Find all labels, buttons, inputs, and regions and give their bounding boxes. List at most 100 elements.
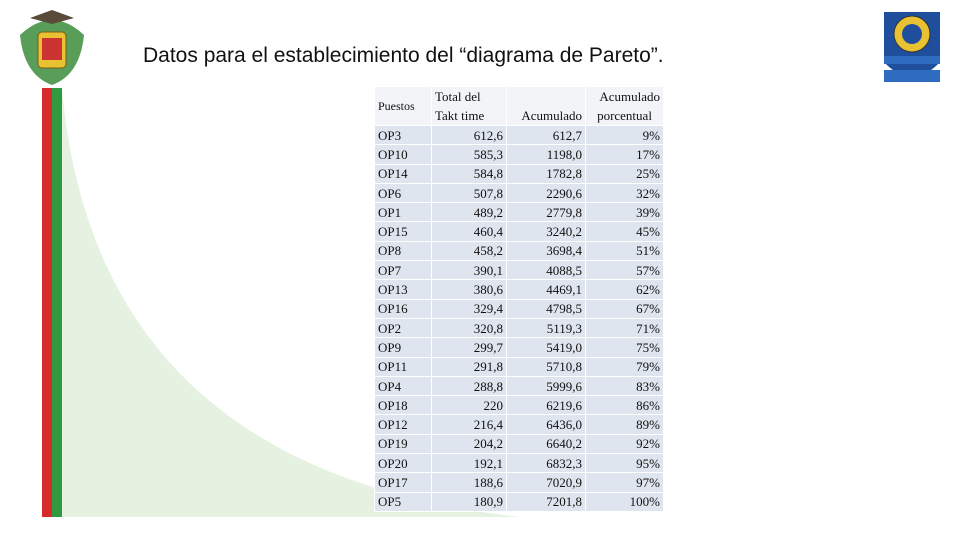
header-cell: Puestos — [374, 86, 432, 126]
table-row: OP18 220 6219,6 86% — [374, 395, 664, 416]
table-cell: OP19 — [374, 433, 432, 455]
table-cell: OP4 — [374, 375, 432, 397]
table-cell: OP17 — [374, 472, 432, 493]
table-cell: 299,7 — [431, 337, 507, 358]
header-cell: Acumulado — [506, 86, 586, 126]
table-cell: OP13 — [374, 279, 432, 300]
header-cell: Total del Takt time — [431, 86, 507, 126]
table-row: OP3 612,6 612,7 9% — [374, 124, 664, 146]
table-cell: 5710,8 — [506, 356, 586, 377]
table-cell: 95% — [585, 453, 664, 474]
table-cell: 192,1 — [431, 453, 507, 474]
table-cell: 507,8 — [431, 182, 507, 204]
table-cell: 458,2 — [431, 240, 507, 262]
pareto-table: Puestos Total del Takt time Acumulado Acumul… — [374, 86, 664, 512]
table-cell: 6832,3 — [506, 453, 586, 474]
table-cell: OP9 — [374, 337, 432, 358]
table-cell: OP11 — [374, 356, 432, 377]
table-cell: 489,2 — [431, 202, 507, 223]
header-text: porcentual — [597, 108, 652, 123]
header-text: Total del — [435, 89, 481, 104]
table-cell: 6436,0 — [506, 414, 586, 435]
table-cell: 460,4 — [431, 221, 507, 242]
table-row: OP10 585,3 1198,0 17% — [374, 144, 664, 165]
table-cell: 62% — [585, 279, 664, 300]
table-cell: 79% — [585, 356, 664, 377]
table-cell: 4798,5 — [506, 298, 586, 319]
table-cell: OP10 — [374, 144, 432, 165]
table-row: OP11 291,8 5710,8 79% — [374, 356, 664, 377]
table-cell: OP7 — [374, 260, 432, 281]
table-cell: 612,6 — [431, 124, 507, 146]
table-cell: 39% — [585, 202, 664, 223]
table-cell: OP15 — [374, 221, 432, 242]
table-cell: 7020,9 — [506, 472, 586, 493]
table-cell: 204,2 — [431, 433, 507, 455]
table-cell: 2290,6 — [506, 182, 586, 204]
table-cell: OP5 — [374, 491, 432, 512]
table-cell: 585,3 — [431, 144, 507, 165]
table-cell: 5119,3 — [506, 317, 586, 339]
table-cell: 288,8 — [431, 375, 507, 397]
table-cell: 17% — [585, 144, 664, 165]
table-cell: OP16 — [374, 298, 432, 319]
table-cell: 188,6 — [431, 472, 507, 493]
header-text: Puestos — [378, 98, 415, 113]
background-curve — [62, 88, 520, 517]
table-cell: OP20 — [374, 453, 432, 474]
table-row: OP13 380,6 4469,1 62% — [374, 279, 664, 300]
table-cell: 6640,2 — [506, 433, 586, 455]
table-cell: 100% — [585, 491, 664, 512]
table-cell: OP3 — [374, 124, 432, 146]
table-cell: 390,1 — [431, 260, 507, 281]
table-row: OP20 192,1 6832,3 95% — [374, 453, 664, 474]
header-row: Puestos Total del Takt time Acumulado Acumul… — [374, 86, 664, 126]
table-row: OP16 329,4 4798,5 67% — [374, 298, 664, 319]
table-cell: 89% — [585, 414, 664, 435]
table-cell: OP2 — [374, 317, 432, 339]
table-cell: 180,9 — [431, 491, 507, 512]
table-cell: 45% — [585, 221, 664, 242]
header-cell: Acumulado porcentual — [585, 86, 664, 126]
table-cell: 2779,8 — [506, 202, 586, 223]
header-text: Acumulado — [599, 89, 660, 104]
table-row: OP17 188,6 7020,9 97% — [374, 472, 664, 493]
table-row: OP14 584,8 1782,8 25% — [374, 163, 664, 184]
header-text: Takt time — [435, 108, 485, 123]
slide-title: Datos para el establecimiento del “diagr… — [143, 44, 664, 67]
left-logo — [20, 10, 84, 85]
table-cell: 612,7 — [506, 124, 586, 146]
table-cell: 51% — [585, 240, 664, 262]
table-cell: 3698,4 — [506, 240, 586, 262]
table-cell: 220 — [431, 395, 507, 416]
table-cell: 329,4 — [431, 298, 507, 319]
green-stripe — [52, 88, 62, 517]
table-cell: 380,6 — [431, 279, 507, 300]
table-cell: 1198,0 — [506, 144, 586, 165]
table-cell: 25% — [585, 163, 664, 184]
table-cell: 5999,6 — [506, 375, 586, 397]
table-cell: 32% — [585, 182, 664, 204]
header-text: Acumulado — [521, 108, 582, 123]
table-row: OP8 458,2 3698,4 51% — [374, 240, 664, 262]
table-cell: 320,8 — [431, 317, 507, 339]
table-row: OP6 507,8 2290,6 32% — [374, 182, 664, 204]
table-row: OP1 489,2 2779,8 39% — [374, 202, 664, 223]
table-cell: 9% — [585, 124, 664, 146]
table-cell: OP18 — [374, 395, 432, 416]
table-cell: 86% — [585, 395, 664, 416]
table-cell: 97% — [585, 472, 664, 493]
table-cell: OP12 — [374, 414, 432, 435]
table-cell: 3240,2 — [506, 221, 586, 242]
table-cell: 83% — [585, 375, 664, 397]
table-cell: 71% — [585, 317, 664, 339]
table-cell: 7201,8 — [506, 491, 586, 512]
table-cell: 57% — [585, 260, 664, 281]
table-row: OP4 288,8 5999,6 83% — [374, 375, 664, 397]
red-stripe — [42, 88, 52, 517]
table-cell: OP6 — [374, 182, 432, 204]
table-row: OP7 390,1 4088,5 57% — [374, 260, 664, 281]
table-cell: OP1 — [374, 202, 432, 223]
table-cell: OP14 — [374, 163, 432, 184]
